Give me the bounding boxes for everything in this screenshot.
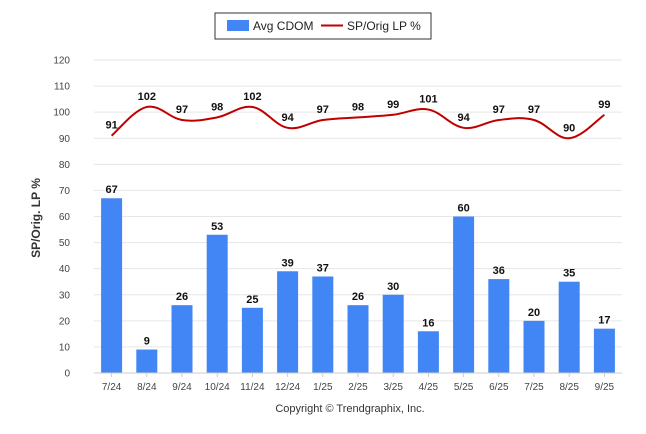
x-tick-label: 9/24 [172, 382, 192, 393]
bar-value-label: 20 [528, 307, 540, 319]
x-tick-label: 9/25 [595, 382, 615, 393]
line-value-label: 102 [243, 91, 261, 103]
x-axis-ticks: 7/24 8/24 9/24 10/24 11/24 12/24 1/25 2/25 3/25 4… [94, 372, 622, 393]
legend-bar-swatch [227, 20, 249, 31]
x-tick-label: 6/25 [489, 382, 509, 393]
x-tick-label: 2/25 [348, 382, 368, 393]
y-tick-label: 30 [59, 290, 71, 301]
x-tick-label: 7/24 [102, 382, 122, 393]
legend-bar-label: Avg CDOM [253, 19, 313, 33]
bar-7/25 [523, 320, 545, 373]
bar-value-label: 39 [281, 257, 293, 269]
bar-6/25 [488, 279, 510, 373]
bar-value-label: 36 [493, 265, 505, 277]
y-tick-label: 120 [53, 56, 70, 67]
line-value-label: 97 [528, 104, 540, 116]
y-tick-label: 40 [59, 264, 71, 275]
legend-line-label: SP/Orig LP % [347, 19, 421, 33]
y-tick-label: 110 [54, 82, 70, 93]
bar-8/25 [558, 281, 580, 373]
bar-8/24 [136, 349, 158, 373]
bar-value-label: 16 [422, 317, 434, 329]
bar-7/24 [101, 198, 123, 373]
y-axis-ticks: 0 10 20 30 40 50 60 70 80 90 100 110 120 [53, 56, 70, 380]
bar-3/25 [382, 294, 404, 373]
y-tick-label: 20 [59, 316, 71, 327]
line-value-label: 98 [211, 101, 223, 113]
bar-5/25 [453, 216, 475, 373]
line-value-label: 91 [105, 120, 117, 132]
line-value-label: 97 [317, 104, 329, 116]
line-value-label: 97 [493, 104, 505, 116]
sp-orig-lp-line [110, 105, 605, 140]
y-tick-label: 90 [59, 134, 71, 145]
x-tick-label: 3/25 [383, 382, 403, 393]
bar-9/24 [171, 305, 193, 373]
line-value-label: 97 [176, 104, 188, 116]
bar-value-label: 35 [563, 268, 575, 280]
x-tick-label: 7/25 [524, 382, 544, 393]
copyright-text: Copyright © Trendgraphix, Inc. [275, 403, 424, 415]
bar-value-label: 30 [387, 281, 399, 293]
line-value-label: 101 [419, 94, 437, 106]
line-value-label: 98 [352, 101, 364, 113]
y-axis-title: SP/Orig. LP % [29, 178, 43, 258]
x-tick-label: 10/24 [205, 382, 230, 393]
line-value-label: 94 [457, 112, 470, 124]
line-value-label: 90 [563, 122, 575, 134]
bar-value-label: 53 [211, 221, 223, 233]
x-tick-label: 12/24 [275, 382, 300, 393]
y-tick-label: 80 [59, 160, 71, 171]
line-value-label: 102 [138, 91, 156, 103]
x-tick-label: 1/25 [313, 382, 333, 393]
bar-value-label: 26 [352, 291, 364, 303]
bar-4/25 [417, 331, 439, 373]
line-value-label: 94 [281, 112, 294, 124]
line-value-label: 99 [598, 99, 610, 111]
bar-value-label: 37 [317, 262, 329, 274]
bar-value-label: 25 [246, 294, 258, 306]
bar-value-label: 17 [598, 315, 610, 327]
bar-value-label: 9 [144, 336, 150, 348]
bar-11/24 [241, 307, 263, 373]
y-tick-label: 60 [59, 212, 71, 223]
data-labels: 67 9 26 53 25 39 37 26 30 16 60 36 20 35 17 91 102 97 98 10… [105, 91, 610, 348]
legend: Avg CDOM SP/Orig LP % [214, 12, 432, 40]
x-tick-label: 4/25 [419, 382, 439, 393]
line-value-label: 99 [387, 99, 399, 111]
bar-12/24 [277, 271, 299, 373]
bar-1/25 [312, 276, 334, 373]
bar-9/25 [593, 328, 615, 373]
y-tick-label: 0 [64, 369, 70, 380]
x-tick-label: 8/25 [559, 382, 579, 393]
y-tick-label: 50 [59, 238, 71, 249]
bar-value-label: 26 [176, 291, 188, 303]
x-tick-label: 5/25 [454, 382, 474, 393]
bar-value-label: 60 [457, 203, 469, 215]
x-tick-label: 8/24 [137, 382, 157, 393]
bar-2/25 [347, 305, 369, 373]
x-tick-label: 11/24 [240, 382, 265, 393]
y-tick-label: 70 [59, 186, 71, 197]
y-tick-label: 100 [53, 108, 70, 119]
y-tick-label: 10 [59, 342, 71, 353]
bar-10/24 [206, 234, 228, 373]
line-series [110, 105, 605, 140]
bar-series [101, 198, 615, 373]
bar-value-label: 67 [105, 184, 117, 196]
